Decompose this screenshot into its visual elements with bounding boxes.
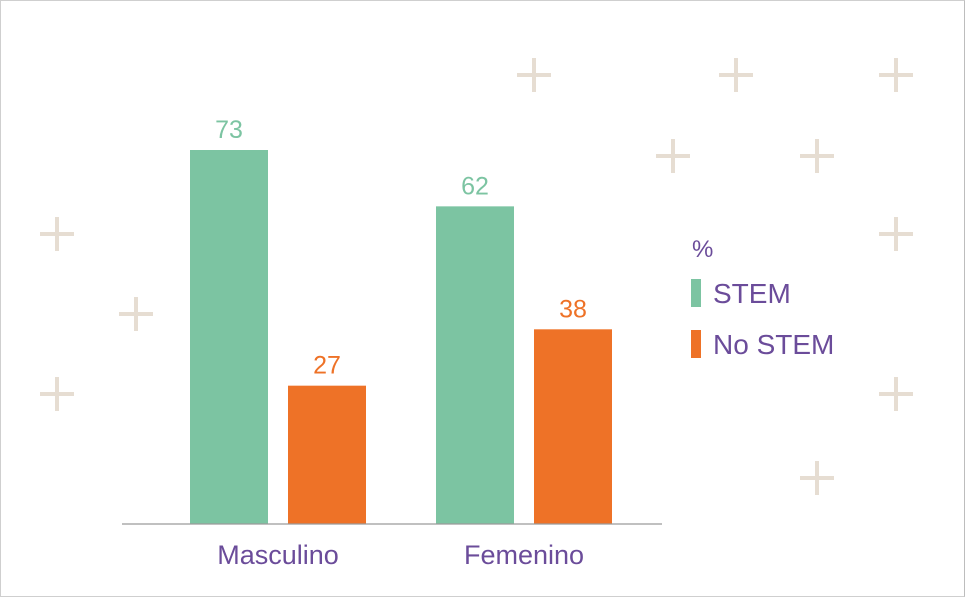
plus-icon <box>879 217 913 251</box>
plus-icon <box>719 58 753 92</box>
x-axis-labels: Masculino Femenino <box>217 540 584 570</box>
plus-icon <box>800 461 834 495</box>
bars: 73 27 62 38 <box>190 116 612 524</box>
x-tick-label-masculino: Masculino <box>217 540 339 570</box>
plus-icon <box>800 139 834 173</box>
plus-icon <box>40 377 74 411</box>
data-label-stem-masculino: 73 <box>215 116 243 144</box>
legend-title: % <box>692 236 713 263</box>
plus-icon <box>40 217 74 251</box>
plus-icon <box>879 377 913 411</box>
legend: % STEM No STEM <box>691 236 834 360</box>
plus-icon <box>656 139 690 173</box>
legend-label-no-stem: No STEM <box>713 329 834 360</box>
legend-swatch-stem <box>691 279 701 307</box>
plus-icon <box>517 58 551 92</box>
data-label-no-stem-masculino: 27 <box>313 352 341 380</box>
decorations <box>40 58 913 495</box>
data-label-stem-femenino: 62 <box>461 172 489 200</box>
x-tick-label-femenino: Femenino <box>464 540 584 570</box>
data-label-no-stem-femenino: 38 <box>559 295 587 323</box>
bar-stem-femenino <box>436 206 514 524</box>
bar-no-stem-femenino <box>534 329 612 524</box>
legend-swatch-no-stem <box>691 330 701 358</box>
plus-icon <box>879 58 913 92</box>
legend-label-stem: STEM <box>713 278 791 309</box>
plus-icon <box>119 297 153 331</box>
bar-no-stem-masculino <box>288 385 366 524</box>
bar-stem-masculino <box>190 150 268 524</box>
